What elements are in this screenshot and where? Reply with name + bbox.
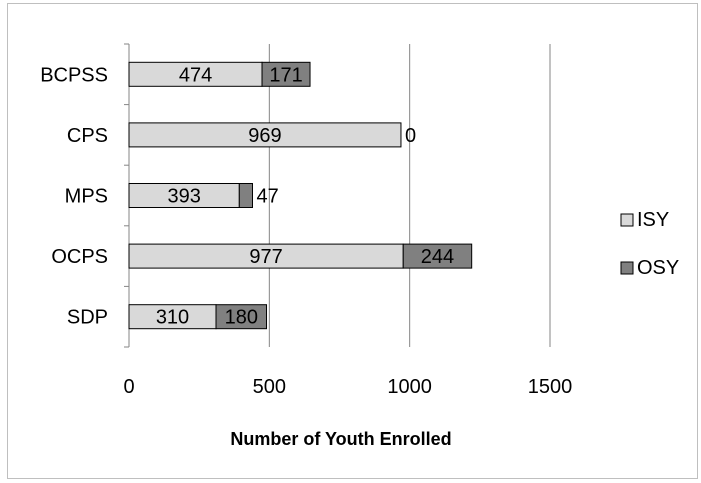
value-label-isy: 393 — [167, 186, 200, 208]
category-label: CPS — [67, 125, 108, 147]
value-label-osy: 180 — [225, 307, 258, 329]
legend-swatch-isy — [620, 213, 634, 227]
bar-isy-cps — [128, 122, 402, 148]
value-label-isy: 969 — [248, 125, 281, 147]
x-tick-label: 1000 — [387, 376, 432, 398]
x-tick-labels: 0 500 1000 1500 — [123, 376, 572, 398]
value-label-osy: 0 — [405, 125, 416, 147]
bar-osy-ocps — [402, 243, 473, 269]
value-label-isy: 977 — [249, 246, 282, 268]
value-label-osy: 244 — [421, 246, 454, 268]
bar-osy-sdp — [215, 304, 268, 330]
bar-isy-ocps — [128, 243, 404, 269]
value-labels: 474 171 969 0 393 47 977 244 310 180 — [156, 64, 454, 328]
category-label: MPS — [65, 186, 108, 208]
x-tick-label: 1500 — [528, 376, 573, 398]
legend-label-osy: OSY — [637, 257, 679, 279]
bar-isy-bcpss — [128, 61, 263, 87]
value-label-isy: 474 — [179, 64, 212, 86]
category-label: OCPS — [51, 246, 108, 268]
legend-label-isy: ISY — [637, 209, 669, 231]
value-label-osy: 171 — [269, 64, 302, 86]
category-label: BCPSS — [40, 64, 108, 86]
bar-osy-bcpss — [261, 61, 311, 87]
value-label-osy: 47 — [256, 186, 278, 208]
legend-swatch-osy — [620, 261, 634, 275]
value-label-isy: 310 — [156, 307, 189, 329]
chart-frame — [7, 3, 698, 479]
x-tick-label: 500 — [253, 376, 286, 398]
x-tick-label: 0 — [123, 376, 134, 398]
legend: ISY OSY — [620, 209, 679, 279]
x-axis-title: Number of Youth Enrolled — [230, 429, 451, 449]
category-axis: BCPSS CPS MPS OCPS SDP — [40, 43, 130, 348]
category-label: SDP — [67, 307, 108, 329]
bar-isy-mps — [128, 183, 240, 208]
gridlines — [268, 44, 551, 347]
bar-osy-mps — [238, 183, 253, 208]
bars — [128, 61, 473, 330]
